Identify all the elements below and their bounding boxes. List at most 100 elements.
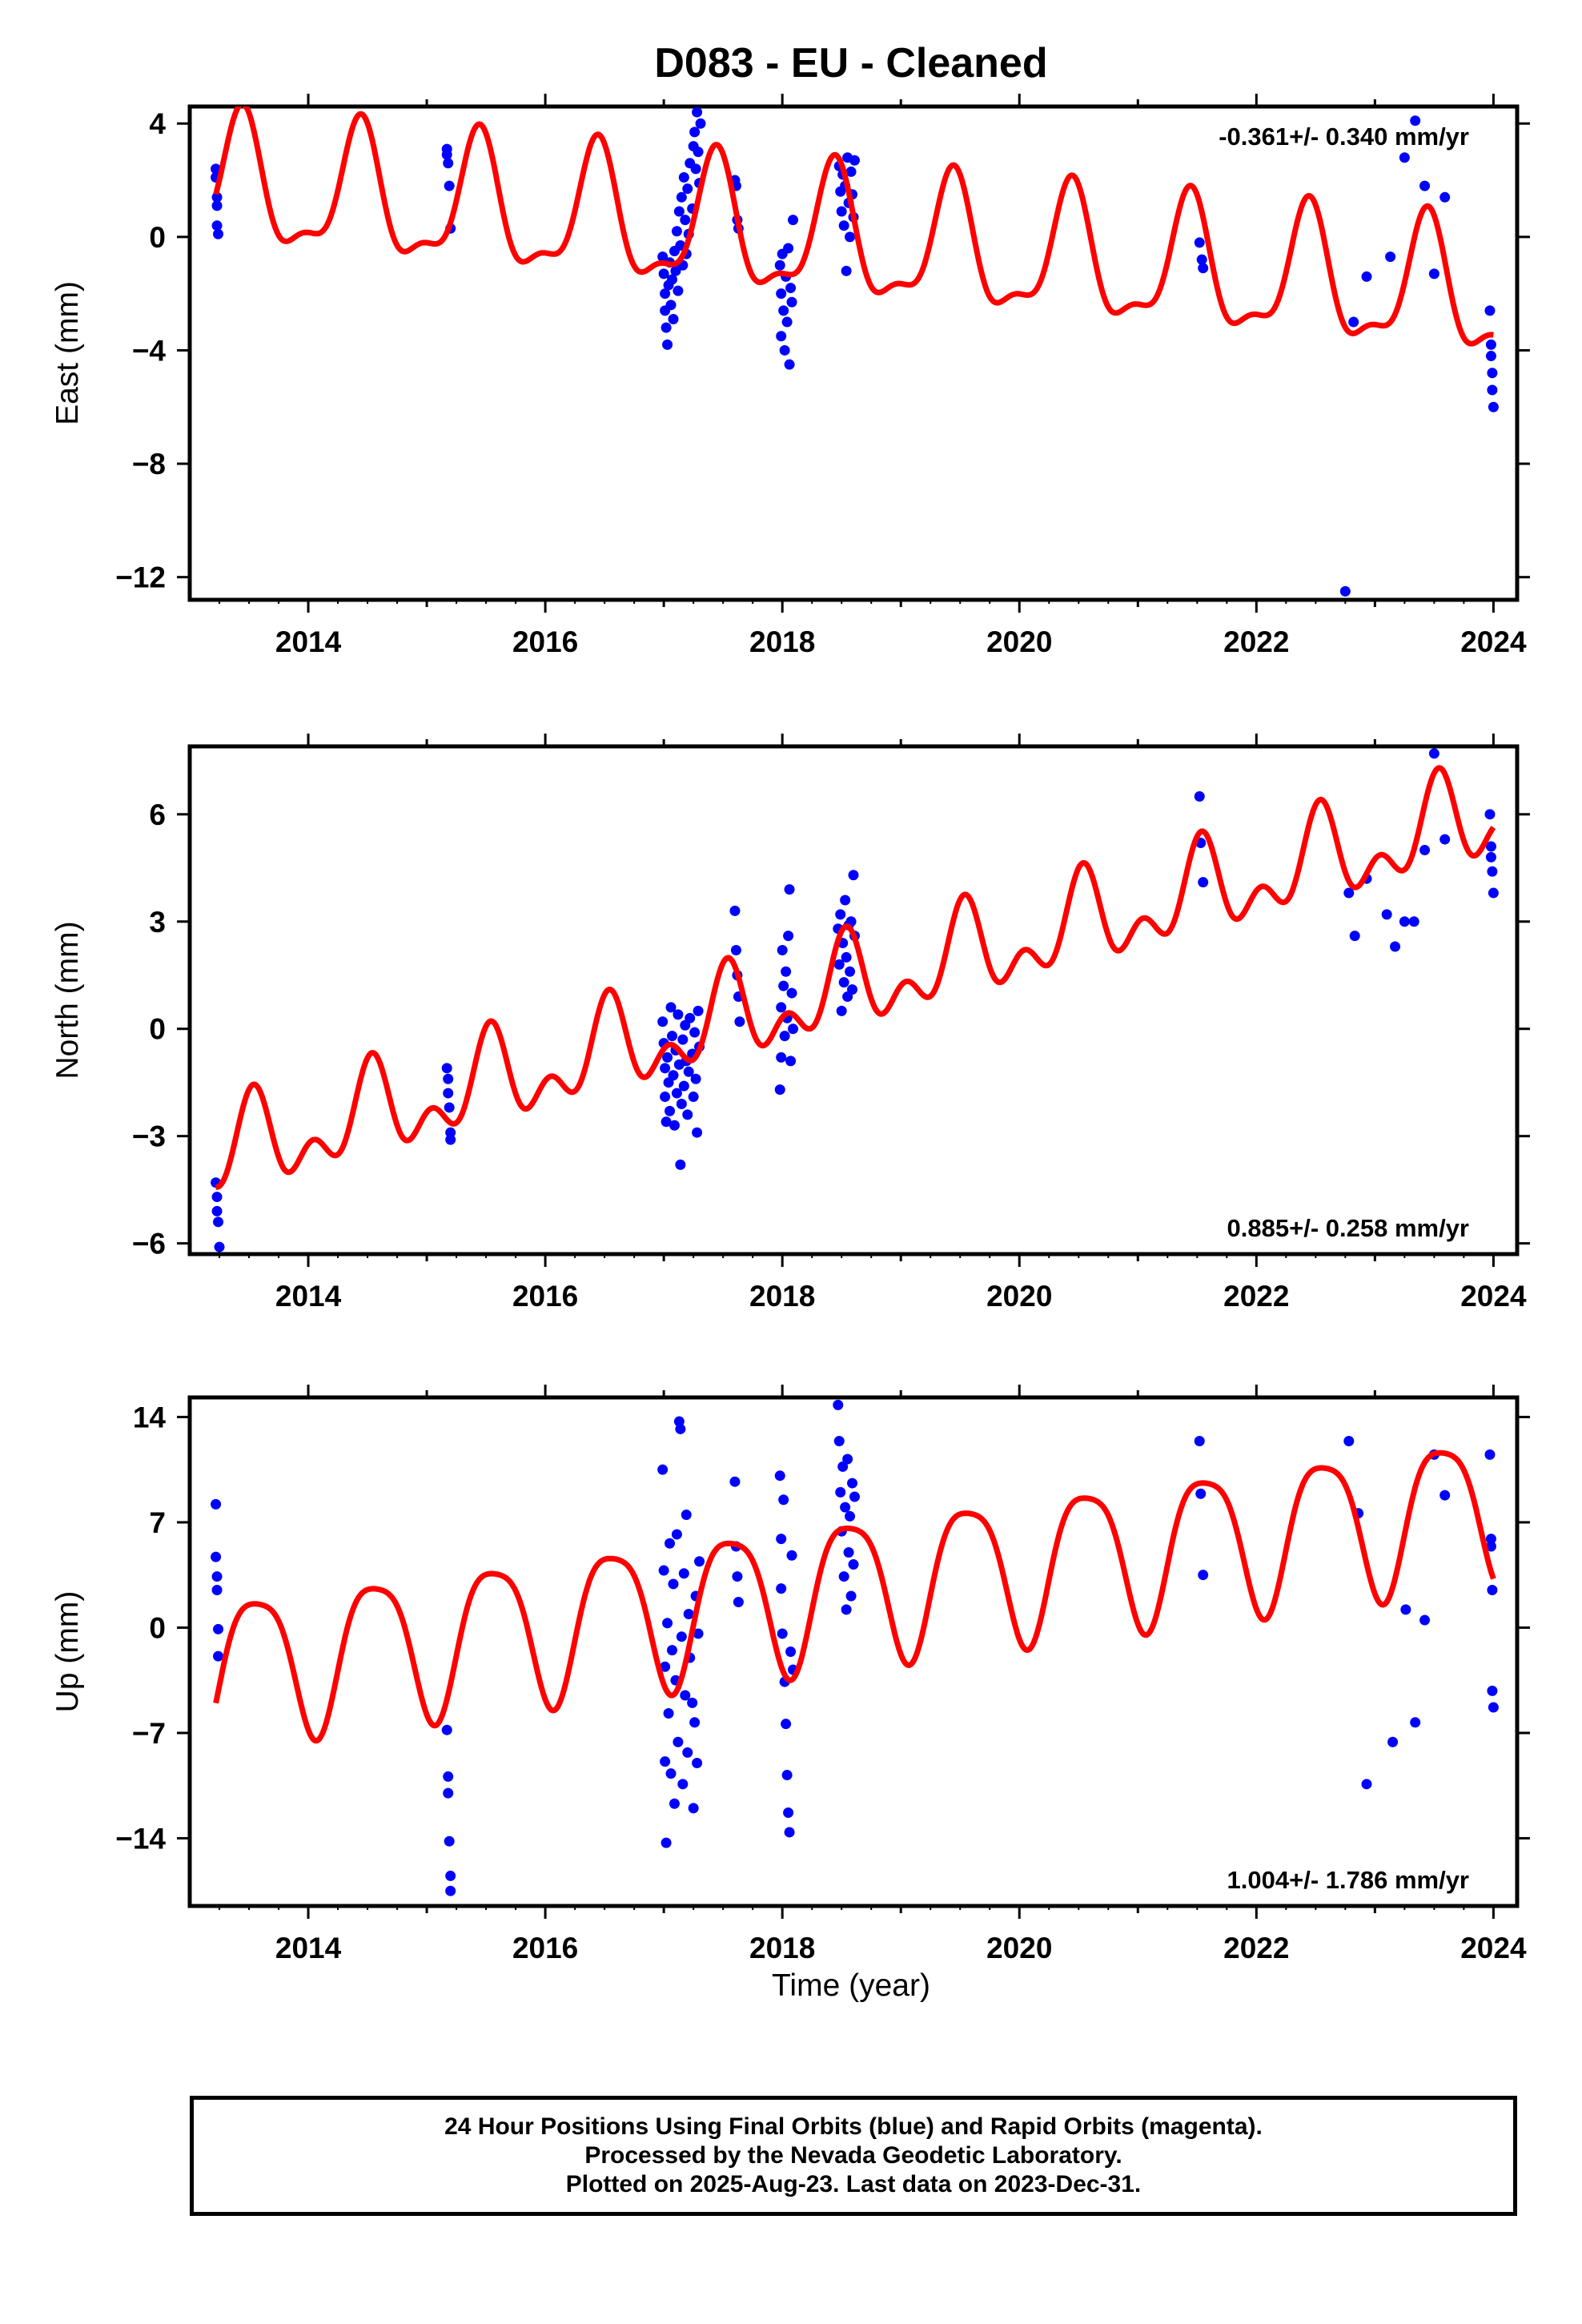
- east-x-tick-label: 2018: [749, 625, 815, 658]
- north-data-point: [788, 1023, 799, 1035]
- east-data-point: [783, 243, 794, 254]
- up-data-point: [677, 1779, 689, 1790]
- north-data-point: [669, 1120, 680, 1131]
- up-data-point: [689, 1717, 701, 1728]
- north-data-point: [1381, 909, 1392, 920]
- north-y-tick-label: −6: [132, 1228, 166, 1261]
- up-data-point: [668, 1578, 679, 1590]
- north-data-point: [1343, 887, 1355, 899]
- up-data-point: [781, 1770, 793, 1781]
- east-data-point: [673, 285, 684, 296]
- up-data-point: [835, 1486, 846, 1498]
- north-data-point: [211, 1205, 223, 1216]
- east-y-tick-label: −12: [115, 561, 166, 594]
- up-data-point: [778, 1494, 789, 1506]
- east-data-point: [667, 274, 678, 285]
- up-data-point: [842, 1454, 853, 1465]
- east-x-tick-label: 2014: [275, 625, 342, 658]
- east-data-point: [665, 300, 677, 311]
- north-data-point: [682, 1109, 693, 1120]
- up-data-point: [665, 1538, 676, 1549]
- east-data-point: [841, 265, 852, 276]
- chart-title: D083 - EU - Cleaned: [654, 40, 1047, 86]
- up-data-point: [1485, 1534, 1496, 1545]
- up-data-point: [1198, 1570, 1209, 1581]
- up-data-point: [213, 1651, 224, 1662]
- north-data-point: [214, 1241, 225, 1252]
- east-data-point: [1399, 152, 1410, 163]
- north-data-point: [683, 1066, 694, 1077]
- up-data-point: [732, 1571, 743, 1582]
- north-data-point: [836, 1005, 847, 1016]
- north-data-point: [692, 1127, 703, 1138]
- up-data-point: [662, 1618, 673, 1629]
- up-data-point: [833, 1399, 844, 1410]
- east-data-point: [1487, 384, 1498, 396]
- up-data-point: [445, 1885, 456, 1896]
- up-data-point: [1410, 1717, 1421, 1728]
- up-data-point: [675, 1423, 686, 1434]
- north-data-point: [662, 1051, 673, 1063]
- east-data-point: [662, 339, 673, 350]
- north-data-point: [734, 1016, 745, 1027]
- up-data-point: [681, 1510, 692, 1521]
- north-data-point: [1439, 834, 1451, 845]
- north-data-point: [838, 977, 849, 988]
- east-data-point: [845, 166, 857, 177]
- up-data-point: [676, 1631, 687, 1642]
- up-data-point: [1487, 1584, 1498, 1595]
- footer-line-1: 24 Hour Positions Using Final Orbits (bl…: [444, 2113, 1263, 2140]
- north-x-tick-label: 2014: [275, 1280, 342, 1313]
- north-data-point: [211, 1192, 223, 1203]
- east-data-point: [1484, 305, 1496, 316]
- east-data-point: [211, 163, 222, 175]
- up-data-point: [687, 1697, 698, 1708]
- east-data-point: [211, 220, 223, 231]
- north-panel: 2014 2016 2018 2020 2022 2024 6 3 0 −3 −6 North (mm…: [50, 734, 1530, 1313]
- north-x-tick-label: 2016: [512, 1280, 578, 1313]
- up-plot-area: [211, 1399, 1499, 1896]
- north-x-tick-label: 2020: [986, 1280, 1052, 1313]
- up-data-point: [665, 1768, 677, 1779]
- north-data-point: [847, 984, 858, 995]
- east-frame: [187, 104, 1520, 602]
- north-data-point: [660, 1063, 671, 1074]
- north-y-axis-label: North (mm): [50, 921, 85, 1079]
- up-data-point: [837, 1461, 849, 1472]
- north-data-point: [685, 1012, 696, 1023]
- up-data-point: [680, 1690, 691, 1701]
- up-data-point: [692, 1758, 703, 1769]
- east-data-point: [1410, 115, 1421, 127]
- up-data-point: [1361, 1779, 1372, 1790]
- up-data-point: [841, 1604, 852, 1615]
- east-y-tick-label: 4: [149, 107, 166, 140]
- east-data-point: [660, 288, 671, 300]
- east-data-point: [1439, 191, 1451, 203]
- north-data-point: [784, 884, 795, 895]
- east-data-point: [1419, 180, 1431, 191]
- east-data-point: [778, 305, 789, 316]
- east-data-point: [1488, 401, 1499, 412]
- up-data-point: [682, 1747, 693, 1758]
- east-data-point: [779, 344, 790, 356]
- north-x-tick-label: 2024: [1460, 1280, 1527, 1313]
- up-data-point: [660, 1756, 671, 1767]
- north-data-point: [661, 1116, 672, 1128]
- up-data-point: [211, 1571, 223, 1582]
- up-data-point: [660, 1661, 671, 1672]
- east-data-point: [776, 331, 787, 342]
- north-y-tick-label: 3: [149, 906, 166, 939]
- up-x-tick-label: 2022: [1223, 1932, 1289, 1964]
- north-data-point: [445, 1134, 456, 1145]
- up-data-point: [784, 1827, 795, 1838]
- north-data-point: [1194, 791, 1205, 802]
- up-data-point: [783, 1807, 794, 1819]
- north-data-point: [443, 1073, 454, 1084]
- up-x-tick-label: 2024: [1460, 1932, 1527, 1964]
- north-data-point: [445, 1127, 456, 1138]
- east-y-tick-label: −4: [132, 334, 167, 367]
- north-y-tick-label: 0: [149, 1013, 166, 1046]
- north-model-curve: [215, 765, 1496, 1190]
- north-data-point: [786, 987, 797, 999]
- north-data-point: [1485, 851, 1496, 862]
